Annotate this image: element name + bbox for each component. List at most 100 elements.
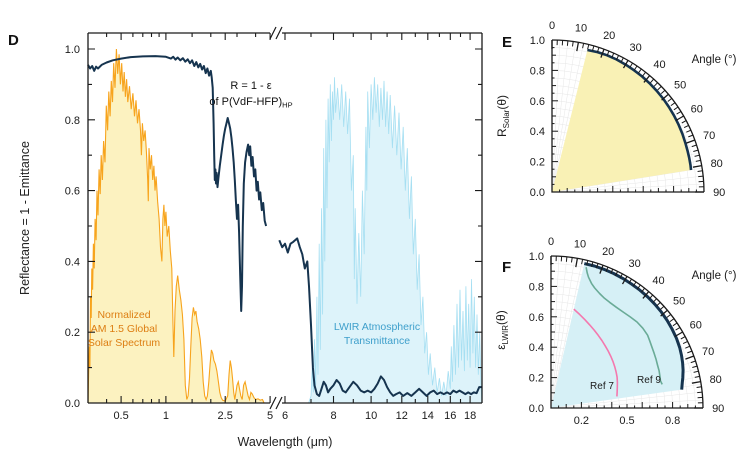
polar-arc-tick bbox=[605, 266, 609, 272]
polar-angle-tick-label: 10 bbox=[575, 22, 587, 34]
polar-arc-tick bbox=[656, 302, 661, 307]
panel-f-letter: F bbox=[502, 259, 511, 276]
d-bottom-axis-break-mark bbox=[269, 396, 283, 410]
panel-d: D Reflectance = 1 - Emittance Wavelength… bbox=[8, 32, 420, 449]
polar-arc-tick bbox=[566, 40, 569, 46]
polar-angle-tick-label: 10 bbox=[574, 238, 586, 250]
polar-angle-tick-label: 70 bbox=[703, 130, 715, 142]
polar-arc-tick bbox=[619, 273, 623, 279]
solar-spectrum-line bbox=[87, 48, 265, 404]
polar-arc-tick bbox=[643, 75, 651, 83]
polar-arc-tick bbox=[685, 355, 695, 360]
polar-arc-tick bbox=[575, 258, 579, 268]
polar-arc-tick bbox=[629, 62, 633, 68]
polar-arc-tick bbox=[683, 124, 689, 129]
polar-arc-tick bbox=[670, 102, 676, 107]
polar-arc-tick bbox=[637, 68, 642, 74]
polar-arc-tick bbox=[595, 263, 599, 269]
f-radial-title-end: (θ) bbox=[494, 310, 508, 325]
polar-arc-tick bbox=[697, 391, 703, 394]
polar-arc-tick bbox=[681, 120, 687, 124]
polar-arc-tick bbox=[572, 41, 574, 47]
polar-arc-tick bbox=[666, 314, 672, 318]
d-x-tick-label: 10 bbox=[365, 410, 377, 422]
polar-arc-tick bbox=[682, 340, 688, 345]
polar-arc-tick bbox=[650, 78, 655, 84]
d-annotation-line1: R = 1 - ε bbox=[230, 80, 271, 92]
polar-radial-tick-label: 0.8 bbox=[530, 65, 545, 77]
polar-arc-tick bbox=[576, 42, 580, 52]
polar-arc-tick bbox=[592, 45, 595, 51]
polar-arc-tick bbox=[565, 256, 568, 262]
lwir-emittance-polar-curve bbox=[583, 262, 685, 390]
polar-arc-tick bbox=[667, 98, 673, 102]
d-lwir-label-1: LWIR Atmospheric bbox=[334, 321, 420, 333]
d-annotation-line2-main: of P(VdF-HFP) bbox=[209, 96, 282, 108]
polar-radial-tick-label: 0.8 bbox=[529, 281, 544, 293]
d-y-tick-label: 0.8 bbox=[65, 115, 80, 127]
solar-spectrum-area bbox=[88, 49, 264, 403]
polar-arc-tick bbox=[641, 287, 645, 293]
panel-f-generated: 1.0 0.8 0.6 0.4 0.2 0.0 0 10 20 30 40 50 60 70 80 90 0.2… bbox=[529, 236, 725, 427]
e-radial-title-sub: Solar bbox=[502, 109, 511, 128]
lwir-transmittance-area bbox=[308, 77, 482, 404]
polar-arc-tick bbox=[659, 305, 665, 310]
polar-arc-tick bbox=[586, 260, 589, 266]
polar-arc-tick bbox=[690, 360, 696, 364]
polar-arc-tick bbox=[688, 134, 694, 138]
polar-angle-tick-label: 30 bbox=[628, 258, 640, 270]
polar-arc-tick bbox=[591, 261, 594, 267]
polar-arc-tick bbox=[582, 43, 585, 49]
polar-arc-tick bbox=[680, 336, 686, 340]
d-y-tick-label: 0.2 bbox=[65, 327, 80, 339]
polar-arc-tick bbox=[571, 257, 573, 263]
polar-arc-tick bbox=[669, 318, 675, 323]
f-radial-title-sub: LWIR bbox=[501, 325, 510, 345]
ref9-curve bbox=[585, 267, 663, 385]
polar-angle-tick-label: 70 bbox=[702, 346, 714, 358]
ref7-curve bbox=[573, 308, 619, 397]
polar-arc-tick bbox=[674, 331, 683, 338]
polar-angle-tick-label: 50 bbox=[673, 296, 685, 308]
d-x-tick-label: 14 bbox=[422, 410, 434, 422]
polar-arc-tick bbox=[642, 71, 646, 77]
polar-arc-tick bbox=[642, 291, 650, 299]
polar-arc-tick bbox=[660, 309, 668, 317]
polar-radial-tick-label: 0.6 bbox=[530, 96, 545, 108]
polar-arc-tick bbox=[636, 284, 641, 290]
polar-angle-tick-label: 90 bbox=[713, 187, 725, 199]
d-annotation-line2-sub: HP bbox=[282, 101, 292, 110]
polar-arc-tick bbox=[611, 52, 615, 58]
polar-arc-tick bbox=[622, 60, 629, 69]
polar-bottom-tick-label: 0.2 bbox=[574, 415, 589, 427]
polar-arc-tick bbox=[587, 44, 590, 50]
f-ref7-label: Ref 7 bbox=[590, 381, 614, 392]
d-x-tick-label: 8 bbox=[330, 410, 336, 422]
d-lwir-label-2: Transmittance bbox=[344, 335, 410, 347]
polar-arc-tick bbox=[698, 175, 704, 178]
e-angle-axis-title: Angle (°) bbox=[692, 54, 737, 66]
polar-arc-tick bbox=[649, 294, 654, 300]
d-x-tick-label: 1 bbox=[163, 410, 169, 422]
polar-angle-tick-label: 30 bbox=[629, 42, 641, 54]
polar-arc-tick bbox=[653, 82, 658, 87]
panel-d-letter: D bbox=[8, 32, 19, 49]
polar-arc-tick bbox=[693, 370, 699, 373]
panel-d-generated: 0.5 1 2.5 5 6 8 10 12 14 16 18 0.0 0.2 0.4 0.6 0.8 1.0 bbox=[65, 26, 483, 422]
polar-arc-tick bbox=[596, 47, 600, 53]
polar-radial-tick-label: 1.0 bbox=[530, 35, 545, 47]
polar-arc-tick bbox=[696, 386, 702, 388]
d-x-tick-label: 16 bbox=[444, 410, 456, 422]
polar-angle-tick-label: 80 bbox=[710, 374, 722, 386]
polar-angle-tick-label: 50 bbox=[674, 80, 686, 92]
polar-arc-tick bbox=[695, 159, 701, 162]
solar-reflectance-sector bbox=[552, 50, 691, 192]
polar-arc-tick bbox=[614, 271, 619, 277]
polar-radial-tick-label: 0.0 bbox=[529, 403, 544, 415]
panel-f: F εLWIR(θ) Angle (°) Ref 7 Ref 9 bbox=[494, 259, 737, 392]
d-annotation-line2: of P(VdF-HFP)HP bbox=[209, 96, 292, 110]
polar-axes bbox=[550, 256, 703, 409]
polar-radial-tick-label: 1.0 bbox=[529, 251, 544, 263]
